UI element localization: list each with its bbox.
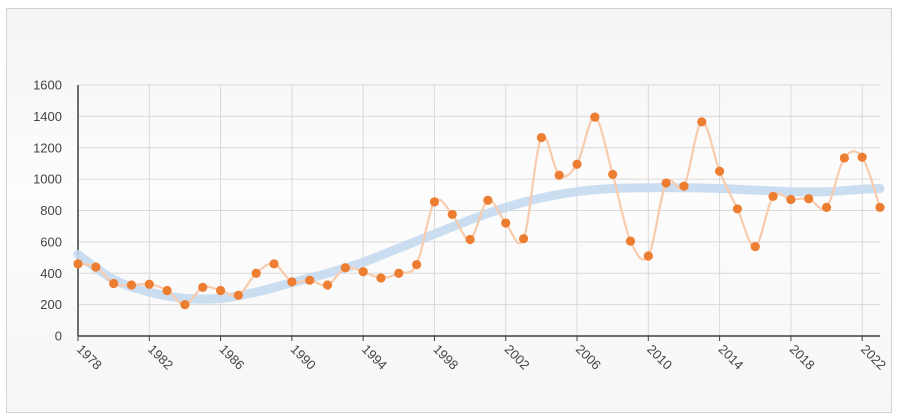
y-tick-label: 400 — [40, 266, 62, 281]
data-point — [215, 285, 226, 296]
data-point — [608, 169, 618, 180]
y-tick-label: 1200 — [33, 140, 62, 155]
data-point — [768, 191, 778, 201]
data-point — [732, 204, 743, 214]
y-tick-label: 1600 — [33, 78, 62, 93]
data-point — [625, 236, 636, 246]
data-point — [643, 251, 653, 261]
data-point — [126, 280, 137, 290]
data-point — [91, 262, 101, 272]
data-point — [447, 209, 457, 220]
data-point — [679, 181, 689, 191]
data-point — [839, 153, 849, 163]
x-tick-label: 2022 — [858, 342, 889, 373]
chart-svg: 0 200 400 600 800 1000 1200 1400 1600 1978 1982 198… — [33, 78, 889, 373]
data-point — [786, 194, 796, 205]
data-point — [465, 234, 475, 245]
points-layer — [73, 112, 885, 310]
trend-layer — [73, 183, 885, 304]
data-point — [287, 277, 297, 287]
x-tick-label: 2018 — [787, 342, 818, 373]
data-point — [715, 166, 725, 176]
y-tick-label: 200 — [40, 297, 62, 312]
data-point — [233, 290, 243, 300]
data-point — [483, 195, 493, 205]
chart-frame: 0 200 400 600 800 1000 1200 1400 1600 1978 1982 198… — [6, 8, 892, 413]
grid-layer — [77, 84, 880, 336]
x-tick-label: 1998 — [430, 342, 461, 373]
y-tick-label: 600 — [40, 234, 62, 249]
data-point — [358, 267, 368, 277]
data-point — [661, 178, 671, 188]
x-tick-label: 1994 — [359, 342, 390, 373]
x-tick-label: 1978 — [74, 342, 105, 373]
data-point — [251, 268, 261, 278]
y-tick-label: 800 — [40, 203, 62, 218]
data-point — [340, 263, 350, 273]
trend-line — [73, 183, 885, 304]
data-point — [554, 170, 564, 180]
series-layer — [77, 116, 882, 306]
y-tick-label: 0 — [55, 329, 62, 344]
data-point — [429, 197, 440, 207]
x-tick-label: 1982 — [145, 342, 176, 373]
data-point — [804, 194, 814, 204]
y-tick-label: 1000 — [33, 172, 62, 187]
axis-layer — [77, 85, 880, 341]
data-point — [162, 285, 172, 296]
data-point — [875, 202, 885, 212]
data-point — [322, 280, 333, 290]
data-point — [518, 234, 529, 244]
data-point — [376, 273, 386, 283]
data-point — [501, 218, 511, 228]
data-point — [412, 260, 422, 270]
x-tick-label: 2006 — [573, 342, 604, 373]
data-point — [180, 300, 190, 310]
data-point — [305, 275, 315, 285]
data-point — [269, 259, 279, 269]
data-point — [857, 152, 867, 162]
data-point — [572, 159, 582, 169]
data-point — [697, 117, 707, 127]
x-tick-label: 1990 — [288, 342, 319, 373]
data-point — [109, 278, 119, 289]
x-tick-label: 1986 — [216, 342, 247, 373]
data-point — [590, 112, 600, 122]
data-point — [536, 132, 546, 143]
series-line — [77, 116, 882, 306]
data-point — [73, 259, 83, 269]
data-point — [144, 279, 154, 289]
data-point — [750, 241, 760, 252]
data-point — [198, 282, 208, 292]
data-point — [394, 268, 404, 278]
y-tick-label: 1400 — [33, 109, 62, 124]
data-point — [821, 202, 832, 212]
x-tick-label: 2002 — [502, 342, 533, 373]
x-tick-label: 2014 — [715, 342, 746, 373]
x-tick-label: 2010 — [644, 342, 675, 373]
